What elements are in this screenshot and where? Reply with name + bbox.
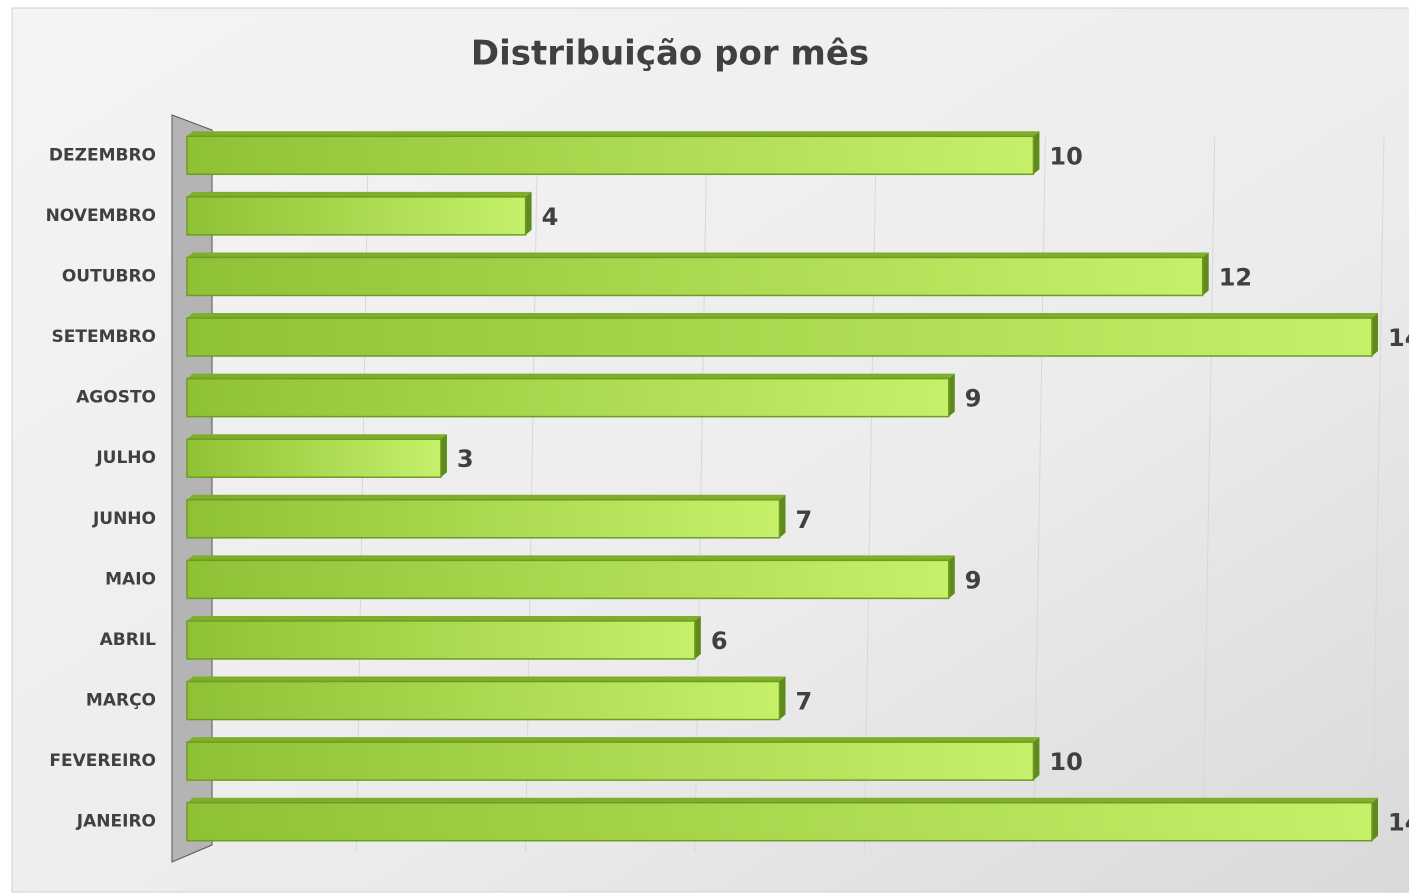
bar-top	[187, 252, 1209, 258]
data-label: 4	[542, 203, 559, 231]
bar-top	[187, 737, 1040, 743]
bar	[186, 801, 1373, 842]
bar-top	[187, 131, 1040, 137]
data-label: 10	[1049, 748, 1082, 776]
bar	[186, 196, 527, 236]
y-tick-label: MARÇO	[86, 691, 156, 711]
bar-side	[1372, 797, 1378, 841]
y-tick-label: SETEMBRO	[52, 327, 156, 347]
data-label: 6	[711, 627, 728, 655]
data-label: 9	[965, 385, 982, 413]
bar	[186, 559, 950, 600]
grid-line	[1202, 136, 1216, 853]
grid-line	[1371, 136, 1385, 853]
data-label: 12	[1219, 263, 1252, 291]
bar	[186, 438, 442, 478]
bar-top	[187, 676, 786, 682]
y-tick-label: JULHO	[95, 448, 156, 468]
data-label: 10	[1049, 142, 1082, 170]
bar	[186, 377, 950, 418]
bar-top	[187, 313, 1378, 319]
bar	[186, 499, 781, 539]
y-tick-label: JANEIRO	[76, 812, 156, 832]
bar-top	[187, 555, 955, 561]
bar-side	[779, 676, 786, 720]
bar-top	[187, 615, 701, 621]
y-tick-label: NOVEMBRO	[46, 206, 156, 226]
data-label: 7	[796, 506, 813, 534]
bar-top	[187, 434, 447, 440]
y-tick-label: OUTUBRO	[62, 266, 156, 286]
bar	[186, 680, 781, 721]
bar-top	[187, 797, 1378, 803]
back-wall	[171, 114, 213, 863]
bar-side	[1033, 737, 1040, 781]
bar-side	[1202, 252, 1209, 296]
bar-side	[440, 434, 447, 478]
y-tick-label: ABRIL	[100, 630, 157, 650]
bar-side	[779, 494, 786, 538]
data-label: 14	[1388, 809, 1409, 837]
y-tick-label: AGOSTO	[76, 388, 156, 408]
y-tick-label: DEZEMBRO	[49, 145, 156, 165]
bar	[186, 256, 1204, 297]
bar-top	[187, 494, 786, 500]
bar	[186, 135, 1035, 176]
bar-top	[187, 373, 955, 379]
bar	[186, 317, 1373, 357]
bar-side	[1372, 313, 1378, 357]
y-tick-label: MAIO	[105, 569, 156, 589]
data-label: 9	[965, 566, 982, 594]
data-label: 7	[796, 688, 813, 716]
y-tick-label: JUNHO	[92, 509, 156, 529]
data-label: 14	[1388, 324, 1409, 352]
data-label: 3	[457, 445, 474, 473]
bar-side	[948, 555, 955, 599]
bar	[186, 741, 1035, 781]
bar-side	[694, 615, 701, 659]
bar-top	[187, 191, 532, 197]
chart-title: Distribuição por mês	[471, 34, 869, 74]
bar	[186, 620, 696, 660]
bar-side	[525, 191, 532, 235]
bar-side	[948, 373, 955, 417]
bar-side	[1033, 131, 1040, 175]
y-tick-label: FEVEREIRO	[49, 751, 156, 771]
